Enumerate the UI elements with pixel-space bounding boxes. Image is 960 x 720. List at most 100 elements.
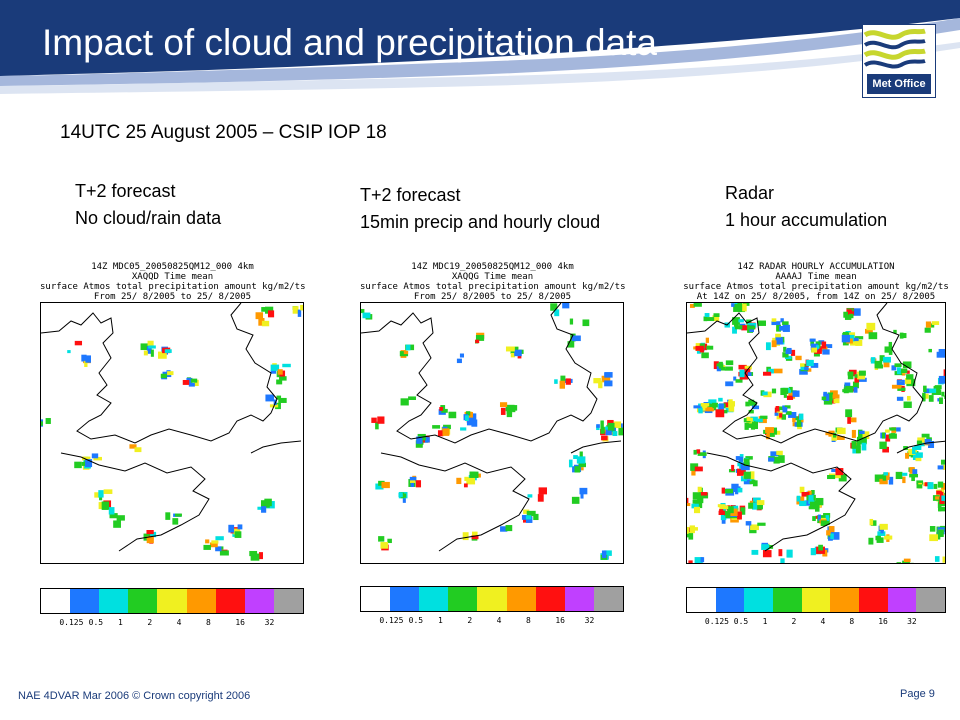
precip-cell bbox=[942, 556, 951, 563]
precip-cell bbox=[521, 514, 528, 520]
precip-cell bbox=[612, 431, 618, 437]
panel-3-map-title-line: surface Atmos total precipitation amount… bbox=[683, 282, 949, 292]
precip-cell bbox=[499, 402, 508, 408]
precip-cell bbox=[146, 536, 154, 544]
precip-cell bbox=[861, 442, 867, 451]
precip-cell bbox=[883, 472, 890, 480]
colorbar-tick-label: 0.5 bbox=[408, 616, 424, 625]
precip-cell bbox=[567, 341, 575, 348]
precip-cell bbox=[818, 544, 823, 551]
precip-cell bbox=[851, 441, 857, 449]
precip-cell bbox=[909, 467, 915, 474]
precip-cell bbox=[843, 311, 848, 318]
coastline bbox=[896, 440, 948, 454]
precip-cell bbox=[833, 432, 837, 438]
precip-cell bbox=[768, 368, 774, 374]
precip-cell bbox=[868, 537, 874, 545]
precip-cell bbox=[903, 446, 908, 451]
precip-cell bbox=[257, 506, 262, 510]
precip-cell bbox=[815, 497, 824, 506]
precip-cell bbox=[378, 536, 385, 542]
precip-cell bbox=[98, 502, 103, 510]
precip-cell bbox=[936, 490, 942, 495]
panel-1-colorbar bbox=[40, 588, 304, 614]
precip-cell bbox=[836, 427, 846, 435]
precip-cell bbox=[692, 499, 702, 504]
precip-cell bbox=[526, 510, 536, 517]
precip-cell bbox=[792, 422, 796, 427]
precip-cell bbox=[812, 516, 816, 522]
map-canvas bbox=[37, 302, 304, 561]
precip-cell bbox=[704, 313, 710, 317]
precip-cell bbox=[884, 346, 893, 353]
precip-cell bbox=[916, 480, 924, 485]
precip-cell bbox=[821, 396, 827, 401]
precip-cell bbox=[703, 316, 708, 322]
precip-cell bbox=[695, 345, 702, 351]
precip-cell bbox=[790, 349, 796, 356]
precip-cell bbox=[237, 524, 243, 530]
precip-cell bbox=[738, 364, 747, 370]
precip-cell bbox=[685, 530, 689, 534]
panel-2-colorbar-labels: 0.125 0.5 1 2 4 8 16 32 bbox=[360, 616, 624, 626]
panel-3-radar-map bbox=[681, 298, 955, 575]
panel-3-map-title-line: AAAAJ Time mean bbox=[775, 272, 857, 282]
precip-cell bbox=[81, 456, 91, 461]
precip-cell bbox=[464, 415, 469, 422]
precip-cell bbox=[475, 335, 485, 341]
panel-1-map-title-line: surface Atmos total precipitation amount… bbox=[40, 282, 306, 292]
precip-cell bbox=[748, 502, 754, 509]
precip-cell bbox=[150, 349, 154, 357]
precip-cell bbox=[576, 456, 586, 464]
precip-cell bbox=[710, 405, 717, 411]
precip-cell bbox=[733, 376, 737, 381]
precip-cell bbox=[705, 337, 709, 343]
precip-cell bbox=[85, 459, 93, 468]
precip-cell bbox=[845, 385, 854, 393]
colorbar-swatch bbox=[41, 589, 71, 613]
precip-cell bbox=[938, 349, 947, 353]
precip-cell bbox=[744, 368, 751, 374]
precip-cell bbox=[91, 453, 99, 459]
precip-cell bbox=[896, 562, 902, 566]
precip-cell bbox=[378, 480, 385, 486]
precip-cell bbox=[398, 492, 403, 498]
precip-cell bbox=[858, 377, 867, 382]
precip-cell bbox=[744, 422, 749, 430]
precip-cell bbox=[712, 315, 720, 322]
colorbar-swatch bbox=[564, 587, 594, 611]
precip-cell bbox=[160, 373, 167, 379]
precip-cell bbox=[697, 452, 707, 456]
precip-cell bbox=[757, 522, 766, 526]
precip-cell bbox=[375, 483, 384, 490]
colorbar-swatch bbox=[715, 588, 745, 612]
colorbar-swatch bbox=[448, 587, 478, 611]
colorbar-tick-label: 16 bbox=[878, 617, 888, 626]
precip-cell bbox=[439, 407, 443, 411]
precip-cell bbox=[456, 477, 462, 485]
precip-cell bbox=[281, 376, 287, 381]
precip-cell bbox=[860, 431, 870, 440]
colorbar-tick-label: 0.125 bbox=[704, 617, 729, 626]
precip-cell bbox=[846, 309, 853, 318]
precip-cell bbox=[456, 358, 462, 364]
precip-cell bbox=[693, 303, 702, 307]
precip-cell bbox=[733, 486, 741, 492]
precip-cell bbox=[827, 475, 836, 480]
precip-cell bbox=[879, 355, 885, 362]
precip-cell bbox=[891, 384, 901, 389]
precip-cell bbox=[747, 372, 752, 377]
precip-cell bbox=[810, 338, 815, 346]
precip-cell bbox=[462, 532, 469, 541]
precip-cell bbox=[533, 513, 539, 521]
precip-cell bbox=[297, 309, 302, 317]
precip-cell bbox=[825, 515, 830, 522]
precip-cell bbox=[896, 396, 904, 401]
precip-cell bbox=[735, 379, 743, 383]
precip-cell bbox=[134, 447, 142, 453]
precip-cell bbox=[510, 352, 516, 358]
precip-cell bbox=[731, 303, 735, 307]
precip-cell bbox=[466, 411, 471, 416]
precip-cell bbox=[300, 304, 304, 311]
precip-cell bbox=[559, 380, 565, 389]
